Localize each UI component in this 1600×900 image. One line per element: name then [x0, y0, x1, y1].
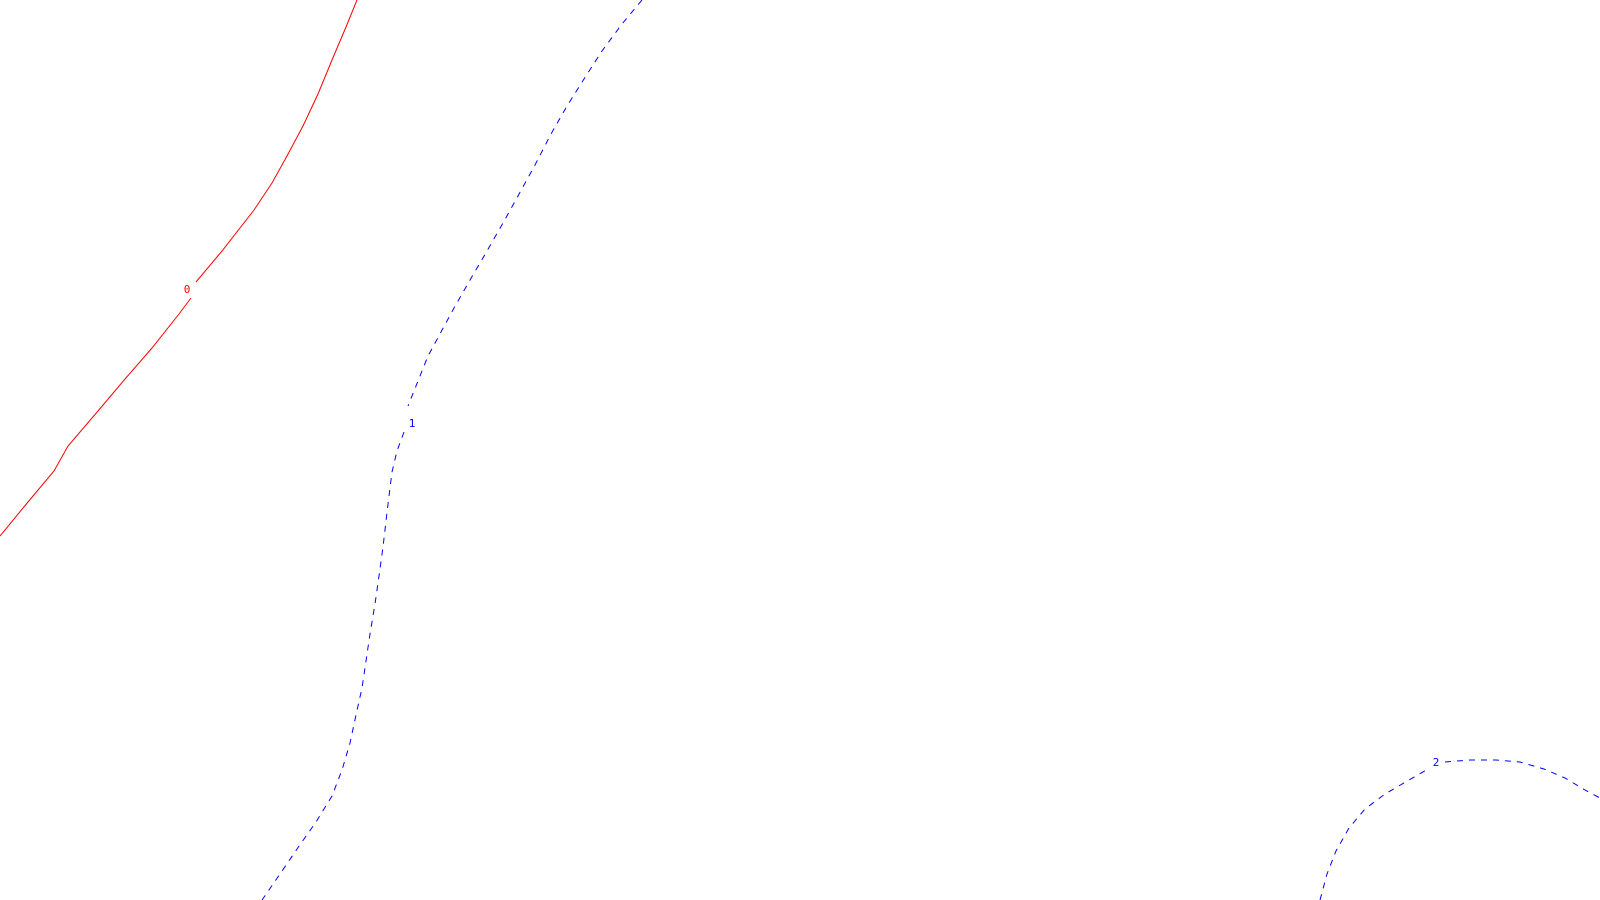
contour-line-level-0	[0, 297, 192, 537]
contour-label-level-2: 2	[1433, 756, 1440, 769]
contour-label-level-1: 1	[409, 417, 416, 430]
contour-line-level-0-upper	[195, 0, 358, 283]
contour-line-level-1-lower	[261, 431, 405, 900]
contour-line-level-2-right	[1444, 759, 1600, 799]
contour-label-level-0: 0	[184, 283, 191, 296]
